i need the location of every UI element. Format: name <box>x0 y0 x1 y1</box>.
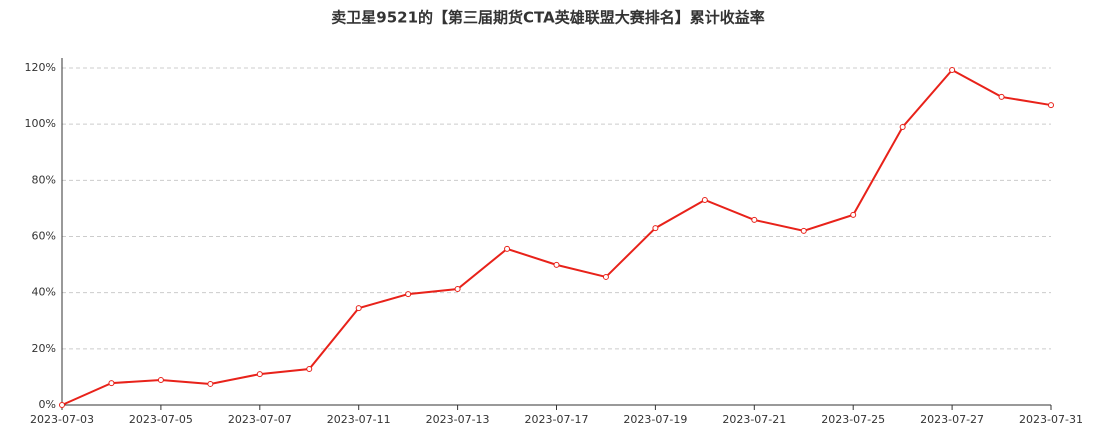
point <box>602 273 609 280</box>
point <box>751 216 758 223</box>
x-tick-label: 2023-07-17 <box>525 413 589 426</box>
x-tick-label: 2023-07-11 <box>327 413 391 426</box>
x-tick-label: 2023-07-21 <box>722 413 786 426</box>
point <box>306 366 313 373</box>
series-line <box>61 68 1052 406</box>
point <box>652 225 659 232</box>
x-tick-label: 2023-07-03 <box>30 413 94 426</box>
point <box>207 380 214 387</box>
point <box>355 305 362 312</box>
y-tick-label: 40% <box>32 286 56 299</box>
x-tick-label: 2023-07-25 <box>821 413 885 426</box>
point <box>256 371 263 378</box>
y-tick-label: 80% <box>32 173 56 186</box>
chart-title: 卖卫星9521的【第三届期货CTA英雄联盟大赛排名】累计收益率 <box>331 9 764 27</box>
x-tick-label: 2023-07-31 <box>1019 413 1083 426</box>
point <box>454 286 461 293</box>
x-tick-label: 2023-07-27 <box>920 413 984 426</box>
point <box>504 245 511 252</box>
y-tick-label: 60% <box>32 230 56 243</box>
x-tick-label: 2023-07-19 <box>623 413 687 426</box>
point <box>949 66 956 73</box>
point <box>553 261 560 268</box>
y-tick-label: 20% <box>32 342 56 355</box>
y-tick-label: 120% <box>25 61 56 74</box>
point <box>405 291 412 298</box>
x-tick-label: 2023-07-13 <box>426 413 490 426</box>
point <box>157 377 164 384</box>
point <box>701 196 708 203</box>
point <box>108 380 115 387</box>
point <box>59 402 65 408</box>
point <box>800 227 807 234</box>
point <box>998 93 1005 100</box>
point <box>899 123 906 130</box>
point <box>1048 102 1054 109</box>
x-tick-label: 2023-07-05 <box>129 413 193 426</box>
x-tick-label: 2023-07-07 <box>228 413 292 426</box>
point <box>850 211 857 218</box>
y-tick-label: 100% <box>25 117 56 130</box>
y-tick-label: 0% <box>39 398 56 411</box>
